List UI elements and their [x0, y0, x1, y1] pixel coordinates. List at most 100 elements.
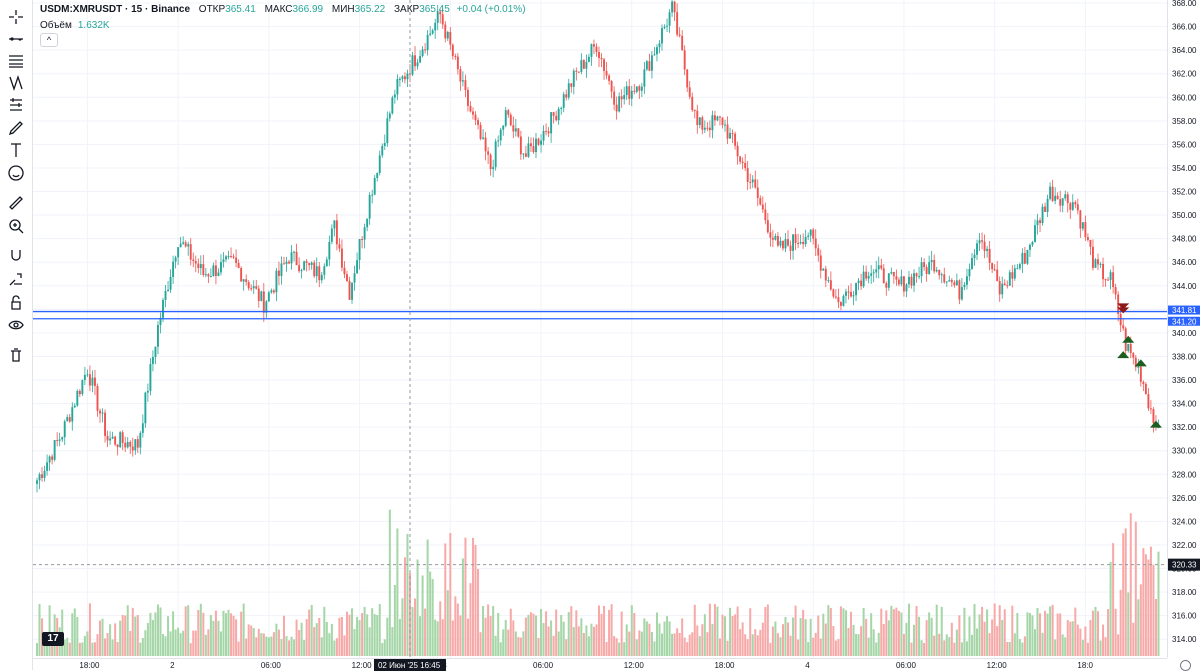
candle	[426, 30, 429, 56]
candle-body	[971, 258, 973, 269]
volume-bar	[940, 606, 943, 656]
volume-bar	[131, 607, 134, 656]
collapse-legend-button[interactable]: ^	[40, 33, 58, 47]
candle-body	[134, 439, 137, 451]
candle-body	[686, 69, 689, 88]
crosshair-icon[interactable]	[4, 6, 28, 28]
candle	[958, 279, 961, 305]
candle	[335, 213, 338, 251]
candle	[1059, 190, 1062, 212]
candle	[812, 227, 815, 245]
ruler-icon[interactable]	[4, 192, 28, 214]
volume-bar	[109, 624, 112, 656]
candle-body	[1044, 206, 1047, 212]
candle	[366, 218, 369, 232]
magnet-icon[interactable]	[4, 245, 28, 267]
symbol-name[interactable]: USDM:XMRUSDT · 15 · Binance	[40, 4, 191, 15]
candle-body	[48, 456, 51, 463]
volume-bar	[1132, 622, 1135, 656]
price-axis[interactable]: 368.00 366.00 364.00 362.00 360.00 358.00 356.…	[1167, 0, 1200, 658]
candle-body	[1059, 199, 1062, 206]
candlestick-chart[interactable]	[33, 0, 1167, 658]
trendline-icon[interactable]	[4, 28, 28, 50]
candle	[945, 281, 948, 287]
volume-bar	[663, 621, 666, 656]
lock-icon[interactable]	[4, 292, 28, 314]
candle	[419, 50, 422, 64]
text-icon[interactable]	[4, 139, 28, 161]
candle	[169, 269, 172, 294]
candle	[540, 134, 542, 153]
volume-bar	[905, 622, 908, 656]
fib-icon[interactable]	[4, 50, 28, 72]
candle	[971, 253, 973, 271]
candle-body	[222, 259, 225, 263]
volume-bar	[918, 616, 921, 656]
volume-bar	[829, 608, 832, 656]
candle-body	[454, 56, 457, 58]
candle-body	[915, 273, 918, 277]
eye-icon[interactable]	[4, 314, 28, 336]
candle	[1006, 280, 1009, 289]
emoji-icon[interactable]	[4, 162, 28, 184]
candle-body	[870, 273, 873, 276]
volume-bar	[532, 613, 535, 656]
volume-bar	[449, 532, 452, 656]
candle-body	[474, 114, 477, 121]
candle	[988, 241, 991, 271]
volume-bar	[920, 640, 923, 656]
volume-bar	[1046, 613, 1049, 656]
candle	[761, 196, 764, 213]
price-tick-label: 334.00	[1172, 400, 1197, 409]
volume-bar	[991, 619, 994, 656]
candle-body	[1011, 272, 1014, 279]
volume-bar	[887, 620, 890, 656]
volume-bar	[630, 605, 633, 656]
candle	[197, 258, 200, 274]
volume-bar	[965, 641, 968, 656]
candle-body	[141, 423, 144, 433]
volume-bar	[963, 607, 966, 656]
volume-bar	[882, 624, 885, 656]
volume-bar	[519, 637, 522, 656]
candle	[653, 46, 656, 56]
volume-bar	[247, 624, 250, 656]
candle	[955, 273, 958, 286]
volume-bar	[169, 631, 172, 656]
candle-body	[598, 52, 600, 58]
candle-body	[892, 272, 895, 277]
settings-gear-icon[interactable]	[1180, 660, 1191, 671]
candle-body	[237, 262, 240, 269]
time-axis[interactable]: 18:00206:0012:00306:0012:0018:00406:0012…	[33, 658, 1167, 671]
candle	[716, 115, 719, 122]
lock-drawing-icon[interactable]	[4, 268, 28, 290]
candle-body	[751, 179, 754, 183]
candle-body	[615, 104, 618, 112]
pattern-icon[interactable]	[4, 72, 28, 94]
candle	[240, 266, 243, 282]
zoom-icon[interactable]	[4, 215, 28, 237]
candle	[58, 432, 61, 447]
trash-icon[interactable]	[4, 344, 28, 366]
candle-body	[1127, 344, 1130, 351]
candle	[522, 153, 525, 160]
candle	[285, 257, 288, 272]
candle-body	[43, 470, 46, 478]
candle	[179, 236, 182, 248]
candle-body	[676, 12, 679, 35]
candle-body	[540, 140, 542, 145]
tradingview-logo[interactable]: 17	[42, 632, 64, 646]
volume-bar	[48, 605, 51, 656]
projection-icon[interactable]	[4, 94, 28, 116]
volume-bar	[693, 604, 696, 656]
brush-icon[interactable]	[4, 117, 28, 139]
volume-bar	[668, 621, 671, 656]
volume-bar	[426, 539, 429, 656]
candle	[890, 267, 893, 275]
candle-body	[388, 113, 391, 119]
candle	[852, 290, 855, 306]
volume-bar	[177, 627, 180, 656]
price-tick-label: 354.00	[1172, 164, 1197, 173]
volume-bar	[779, 637, 782, 656]
candle	[474, 111, 477, 126]
